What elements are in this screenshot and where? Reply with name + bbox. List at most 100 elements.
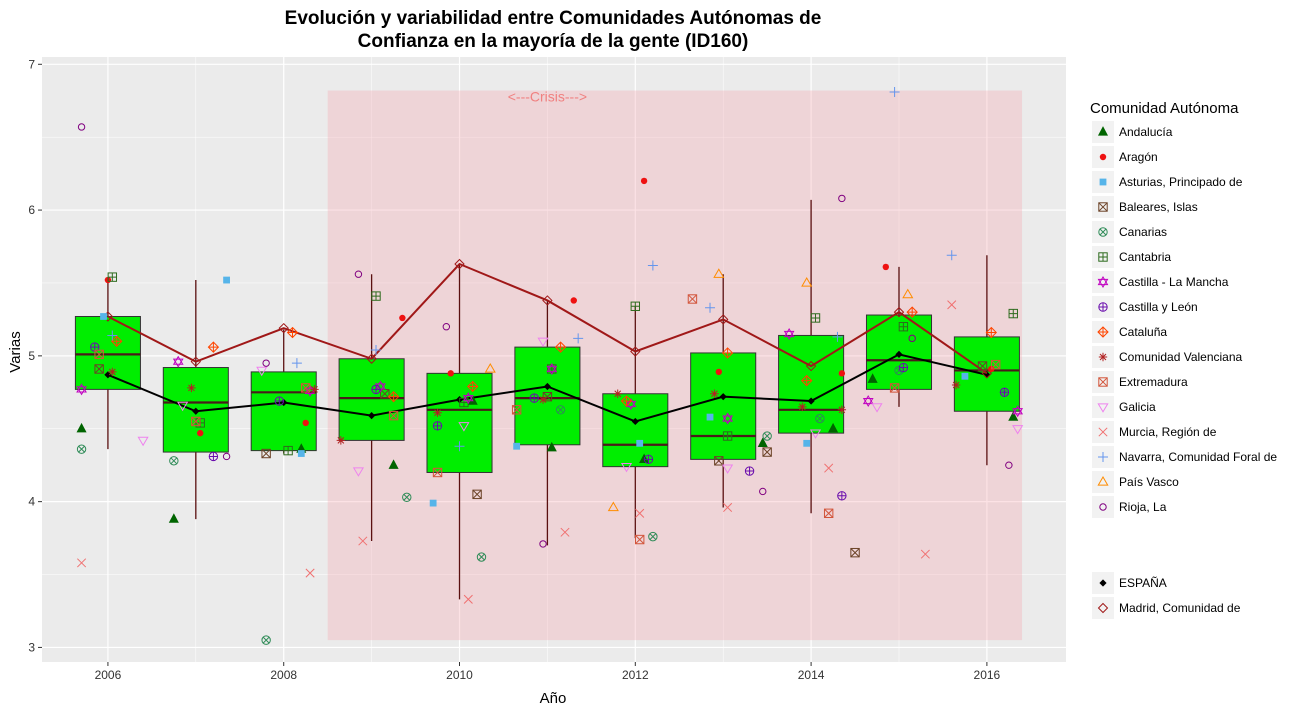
- x-tick-label: 2006: [95, 668, 122, 682]
- legend-key-pa-s-vasco: [1097, 475, 1109, 486]
- point-galicia: [177, 401, 189, 412]
- point-galicia: [458, 422, 470, 432]
- point-arag-n: [715, 368, 723, 376]
- line-point: [893, 306, 905, 318]
- point-canarias: [402, 492, 412, 502]
- point-castilla-la-mancha: [76, 383, 87, 396]
- point-asturias-principado-de: [803, 439, 811, 447]
- point-andaluc-a: [867, 373, 878, 383]
- point-navarra-comunidad-foral-de: [573, 333, 584, 344]
- point-rioja-la: [442, 322, 451, 331]
- point-pa-s-vasco: [902, 288, 914, 299]
- legend-label: Baleares, Islas: [1119, 200, 1198, 214]
- point-rioja-la: [908, 334, 916, 343]
- point-canarias: [815, 413, 825, 424]
- point-andaluc-a: [828, 422, 839, 433]
- box-body: [690, 352, 757, 460]
- point-rioja-la: [77, 123, 86, 131]
- point-arag-n: [302, 419, 309, 427]
- point-cantabria: [107, 272, 118, 282]
- point-murcia-regi-n-de: [635, 508, 645, 518]
- point-comunidad-valenciana: [433, 408, 442, 417]
- chart-title-line2: Confianza en la mayoría de la gente (ID1…: [358, 31, 749, 52]
- line-point: [631, 417, 639, 426]
- point-comunidad-valenciana: [951, 380, 961, 390]
- point-murcia-regi-n-de: [77, 558, 87, 568]
- legend-key-arag-n: [1099, 153, 1107, 161]
- x-tick-label: 2008: [270, 668, 297, 682]
- chart-title-line1: Evolución y variabilidad entre Comunidad…: [285, 8, 822, 29]
- legend-label: Cataluña: [1119, 325, 1167, 339]
- point-catalu-a: [466, 380, 479, 393]
- point-rioja-la: [1005, 461, 1013, 469]
- point-asturias-principado-de: [961, 372, 969, 380]
- point-cantabria: [810, 313, 821, 323]
- line-point: [368, 412, 376, 420]
- y-tick-label: 6: [28, 203, 35, 217]
- point-asturias-principado-de: [706, 413, 714, 421]
- legend-label: Galicia: [1119, 400, 1156, 414]
- point-comunidad-valenciana: [187, 383, 196, 393]
- point-catalu-a: [554, 341, 567, 353]
- point-navarra-comunidad-foral-de: [454, 441, 465, 452]
- line-point: [190, 356, 202, 367]
- point-castilla-la-mancha: [1012, 405, 1024, 418]
- point-navarra-comunidad-foral-de: [647, 260, 658, 271]
- point-pa-s-vasco: [484, 362, 496, 373]
- point-rioja-la: [262, 359, 270, 367]
- point-castilla-y-le-n: [837, 491, 847, 501]
- point-baleares-islas: [762, 447, 772, 457]
- axes: 3 4 5 6 7 2006 2008 2010 2012 2014 2016: [28, 57, 1000, 682]
- point-castilla-y-le-n: [999, 387, 1010, 398]
- summary-lines: [102, 258, 993, 426]
- box-body: [338, 358, 405, 441]
- legend-key-andaluc-a: [1097, 126, 1109, 136]
- legend-label: Comunidad Valenciana: [1119, 350, 1243, 364]
- legend-key-extremadura: [1098, 377, 1108, 387]
- y-tick-label: 7: [28, 57, 35, 71]
- point-murcia-regi-n-de: [824, 463, 834, 473]
- legend-label: Navarra, Comunidad Foral de: [1119, 450, 1277, 464]
- legend-label: Canarias: [1119, 225, 1167, 239]
- line-point: [719, 393, 727, 401]
- y-tick-label: 3: [28, 640, 35, 654]
- crisis-label: <---Crisis--->: [508, 89, 587, 105]
- point-murcia-regi-n-de: [723, 502, 733, 513]
- legend-label: Rioja, La: [1119, 500, 1167, 514]
- point-galicia: [620, 463, 633, 473]
- legend-label: Madrid, Comunidad de: [1119, 601, 1241, 615]
- point-navarra-comunidad-foral-de: [832, 331, 843, 342]
- point-navarra-comunidad-foral-de: [107, 330, 118, 341]
- point-cantabria: [722, 431, 733, 441]
- y-tick-label: 4: [28, 495, 35, 509]
- point-murcia-regi-n-de: [463, 594, 473, 604]
- legend-key-rioja-la: [1099, 503, 1107, 511]
- point-comunidad-valenciana: [108, 367, 117, 377]
- point-andaluc-a: [168, 513, 179, 523]
- box-body: [250, 371, 317, 452]
- legend-key-espa-a: [1099, 579, 1107, 587]
- point-asturias-principado-de: [429, 499, 437, 507]
- point-castilla-y-le-n: [208, 451, 219, 462]
- line-point: [543, 382, 552, 391]
- point-comunidad-valenciana: [837, 405, 847, 414]
- line-point: [630, 346, 641, 357]
- point-rioja-la: [539, 540, 547, 548]
- point-comunidad-valenciana: [538, 395, 548, 404]
- point-extremadura: [300, 383, 311, 393]
- point-canarias: [762, 431, 772, 441]
- point-extremadura: [889, 383, 900, 393]
- legend-key-galicia: [1097, 403, 1109, 413]
- point-catalu-a: [906, 306, 918, 318]
- point-pa-s-vasco: [713, 268, 725, 278]
- point-extremadura: [823, 508, 834, 519]
- point-cantabria: [371, 291, 381, 301]
- legend-label: Aragón: [1119, 150, 1158, 164]
- point-andaluc-a: [76, 422, 87, 433]
- line-point: [104, 371, 112, 379]
- point-catalu-a: [721, 347, 734, 359]
- box-body: [602, 393, 669, 468]
- point-arag-n: [399, 314, 406, 322]
- point-galicia: [809, 429, 822, 439]
- legend-key-bg: [1092, 471, 1114, 493]
